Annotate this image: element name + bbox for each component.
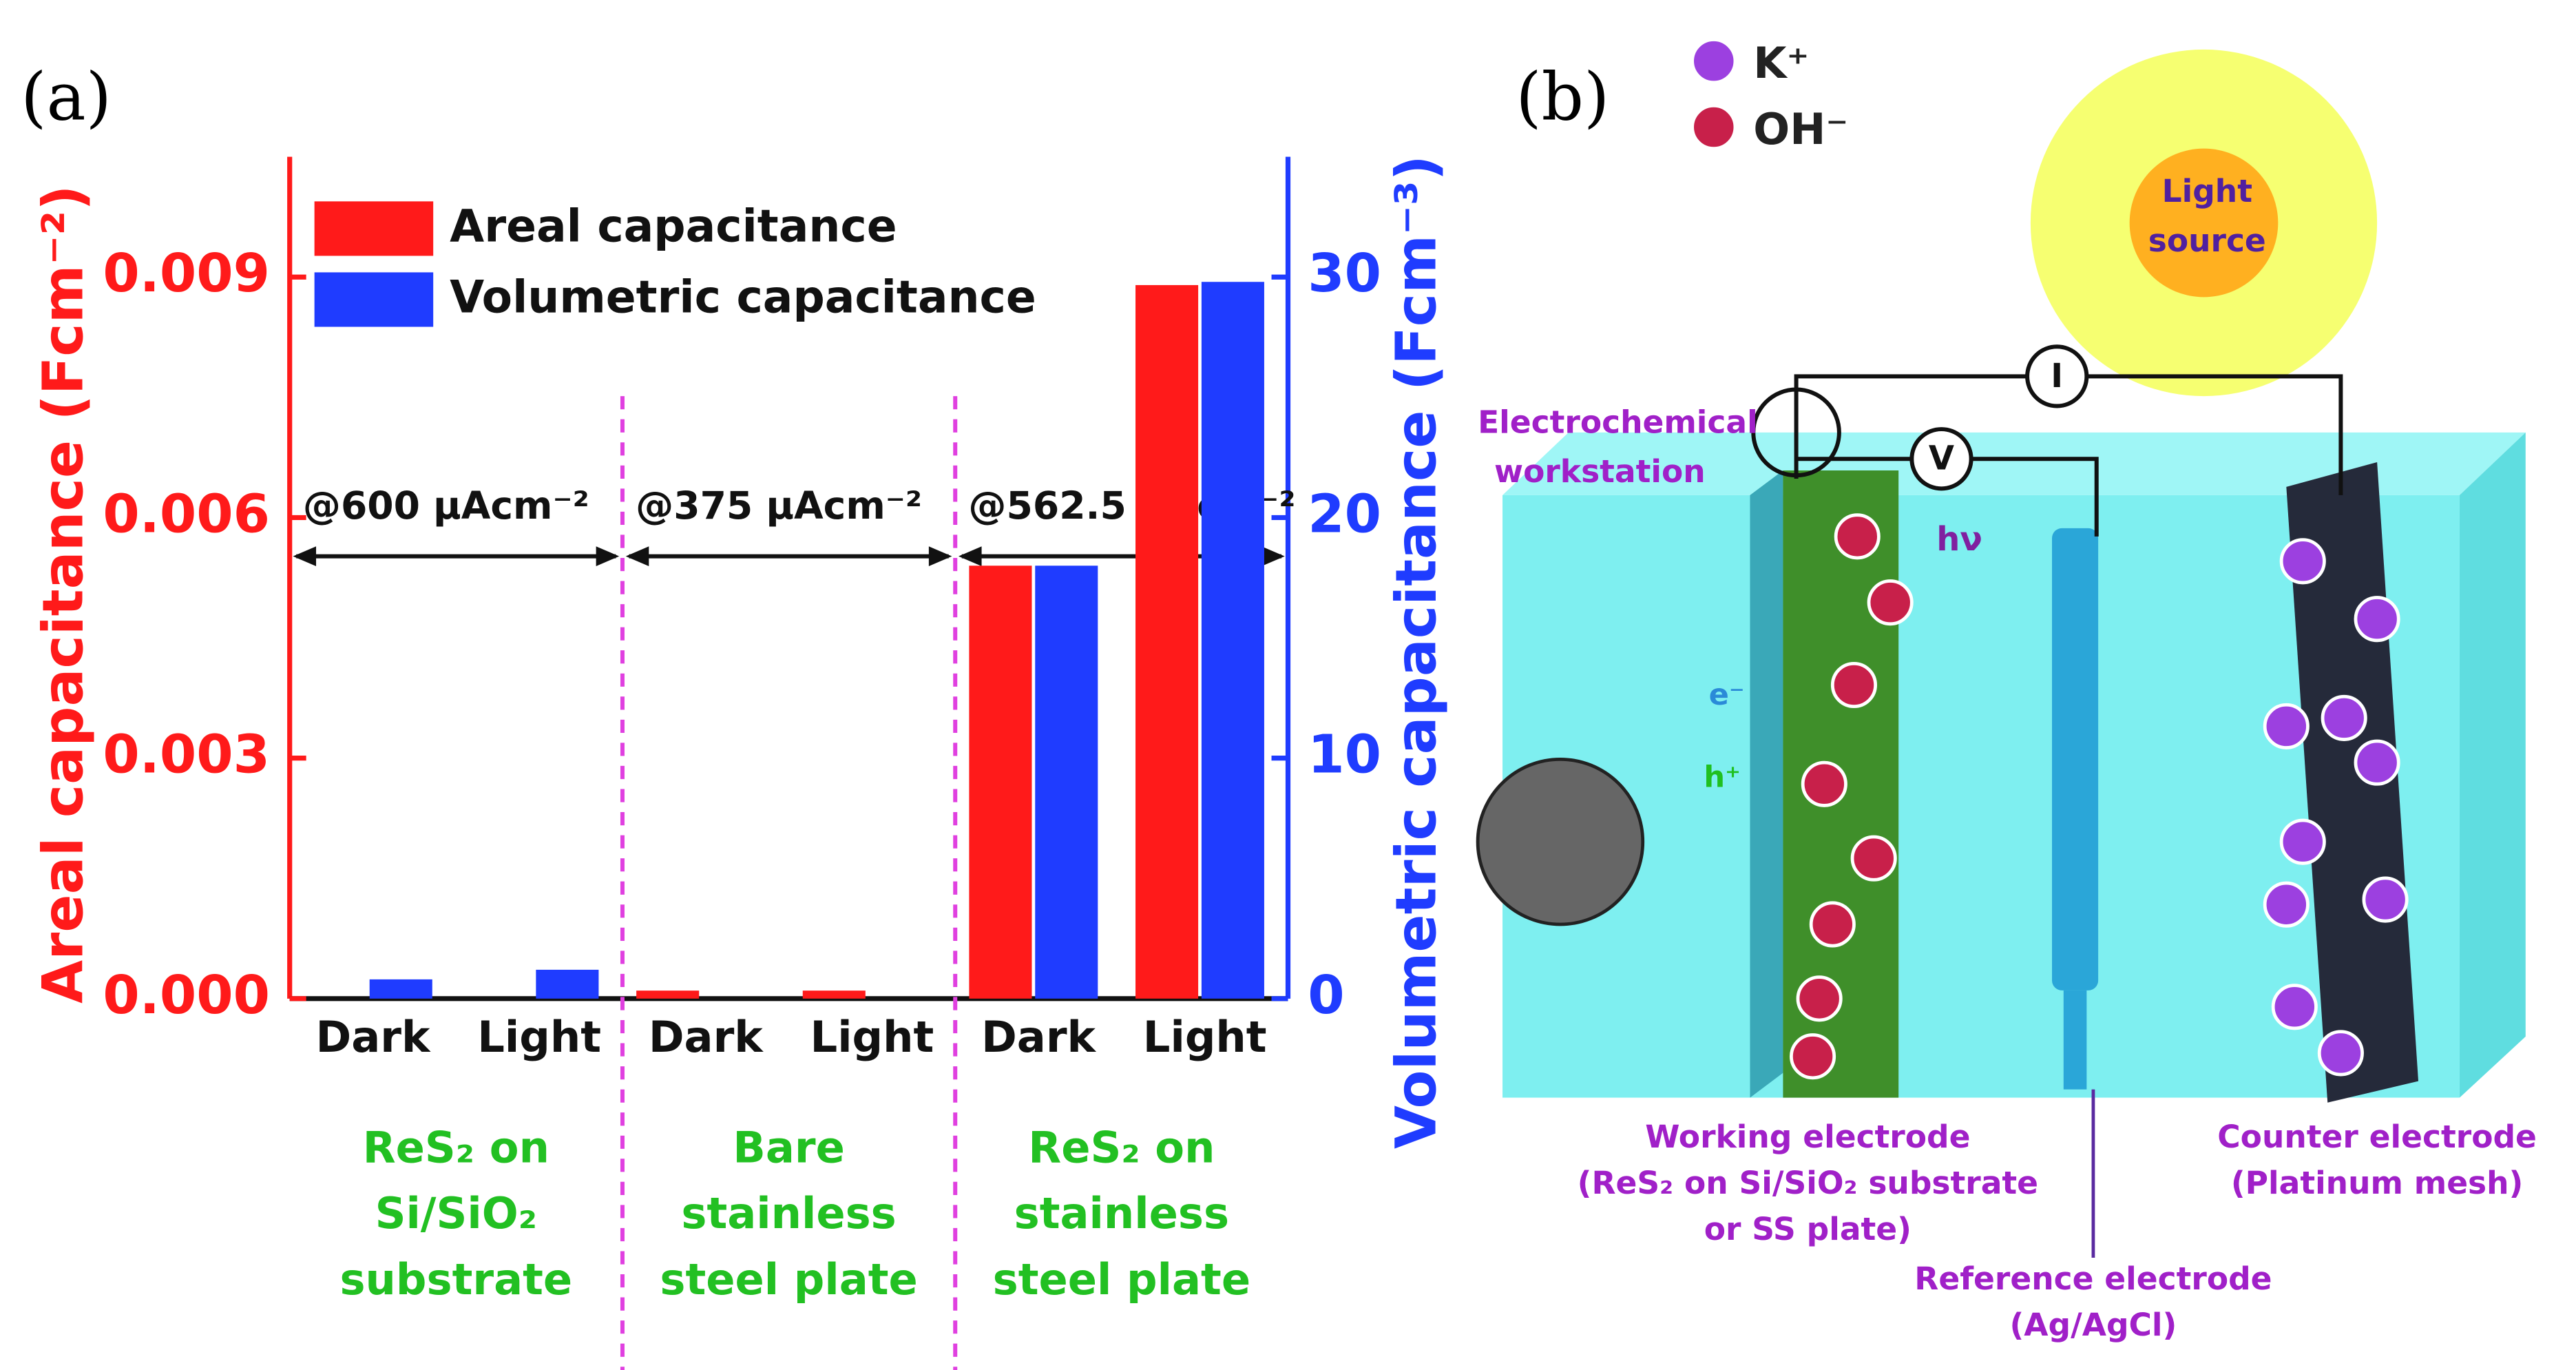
bar [636, 990, 700, 999]
bar [1135, 284, 1199, 999]
oh-ion [1867, 579, 1914, 626]
x-tick-label: Dark [981, 1012, 1096, 1062]
reference-tip [2063, 990, 2087, 1090]
arrow-head [625, 546, 649, 566]
y-tick-label: 0.006 [103, 484, 270, 545]
tank-side [2459, 432, 2526, 1098]
bar [369, 979, 432, 999]
sem-inset [1476, 757, 1645, 926]
y2-axis-label: Volumetric capacitance (Fcm⁻³) [1384, 155, 1449, 1149]
bar [969, 565, 1032, 999]
label: K⁺ [1753, 38, 1809, 88]
k-ion [2271, 984, 2318, 1030]
k-ion [2362, 876, 2409, 923]
oh-ion [1801, 760, 1847, 807]
x-tick-label: Light [477, 1012, 601, 1062]
group-label: stainless [681, 1188, 896, 1238]
k-ion [2321, 694, 2367, 741]
oh-ion [1796, 975, 1843, 1022]
group-label: steel plate [993, 1254, 1250, 1305]
oh-ion [1850, 835, 1897, 882]
oh-ion [1790, 1033, 1836, 1080]
workstation-symbol [1751, 387, 1841, 478]
legend-swatch [314, 201, 434, 256]
light-core [2129, 148, 2279, 298]
y2-tick-label: 10 [1308, 725, 1381, 786]
y2-tick-label: 0 [1308, 965, 1344, 1026]
label: (Ag/AgCl) [2010, 1307, 2177, 1343]
legend-label: Areal capacitance [450, 201, 897, 253]
bar [1035, 565, 1098, 999]
y-tick-label: 0.009 [103, 243, 270, 304]
label: Electrochemical [1478, 404, 1758, 440]
label: (ReS₂ on Si/SiO₂ substrate [1578, 1165, 2038, 1201]
y2-tick-label: 30 [1308, 243, 1381, 304]
label: source [2148, 222, 2266, 259]
panel-label: (b) [1516, 59, 1609, 136]
reference-electrode [2052, 528, 2099, 990]
oh-ion [1830, 661, 1878, 709]
voltmeter [1909, 427, 1973, 491]
arrow-head [293, 546, 317, 566]
panel-label: (a) [21, 59, 112, 136]
label: h⁺ [1704, 760, 1740, 795]
bar [1201, 282, 1264, 999]
y-tick-label: 0.003 [103, 725, 270, 786]
k-ion [2354, 596, 2400, 643]
annotation: @375 μAcm⁻² [636, 484, 922, 528]
k-ion [2263, 881, 2310, 928]
annotation: @600 μAcm⁻² [303, 484, 589, 528]
label: Reference electrode [1914, 1260, 2272, 1297]
group-label: steel plate [660, 1254, 917, 1305]
x-tick-label: Dark [316, 1012, 431, 1062]
ammeter [2025, 344, 2089, 408]
k-ion [2279, 538, 2326, 585]
k-ion [2279, 818, 2326, 865]
x-tick-label: Light [1143, 1012, 1267, 1062]
label: Light [2162, 173, 2252, 209]
label: OH⁻ [1753, 104, 1848, 154]
arrow-head [1261, 546, 1285, 566]
group-label: ReS₂ on [1028, 1122, 1215, 1172]
label: Working electrode [1645, 1119, 1970, 1155]
arrow-head [959, 546, 982, 566]
oh-ion [1809, 901, 1856, 948]
y-tick-label: 0.000 [103, 965, 270, 1026]
group-label: Bare [733, 1122, 845, 1172]
legend-k [1690, 38, 1737, 85]
arrow-head [928, 546, 952, 566]
x-tick-label: Dark [649, 1012, 764, 1062]
substrate [1750, 470, 1783, 1098]
legend-label: Volumetric capacitance [450, 272, 1036, 324]
label: I [2051, 357, 2063, 395]
wire [1973, 457, 2099, 537]
group-label: ReS₂ on [363, 1122, 549, 1172]
y-axis-label: Areal capacitance (Fcm⁻²) [31, 185, 96, 1004]
bar [802, 990, 866, 999]
k-ion [2354, 739, 2400, 786]
label: e⁻ [1709, 678, 1745, 712]
label: or SS plate) [1704, 1211, 1912, 1247]
oh-ion [1834, 513, 1881, 560]
label: Counter electrode [2217, 1119, 2537, 1155]
x-tick-label: Light [810, 1012, 934, 1062]
label: V [1929, 440, 1954, 478]
label: (Platinum mesh) [2231, 1165, 2524, 1201]
legend-swatch [314, 272, 434, 327]
group-label: substrate [339, 1254, 572, 1305]
diagram: K⁺ OH⁻ Light source Electrochemical work… [1476, 38, 2537, 1343]
group-label: Si/SiO₂ [375, 1188, 537, 1238]
bar [536, 969, 599, 999]
y2-tick-label: 20 [1308, 484, 1381, 545]
legend-oh [1690, 103, 1737, 151]
k-ion [2263, 703, 2310, 749]
group-label: stainless [1014, 1188, 1229, 1238]
label: workstation [1494, 453, 1706, 490]
label: hν [1936, 521, 1982, 559]
k-ion [2317, 1030, 2364, 1077]
arrow-head [596, 546, 620, 566]
